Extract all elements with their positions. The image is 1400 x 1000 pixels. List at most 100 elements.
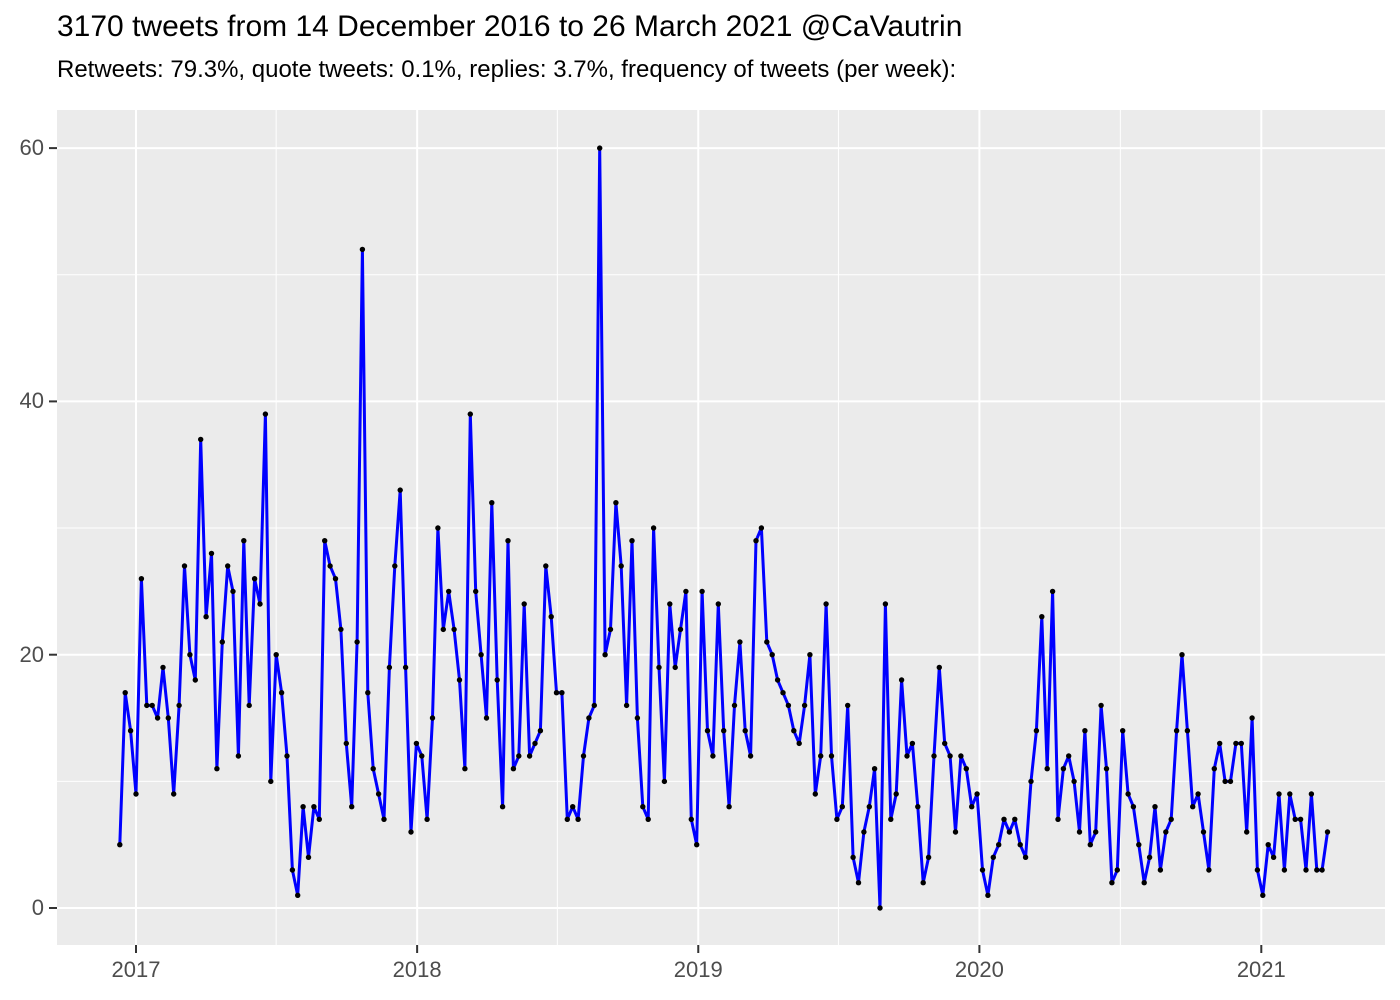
- data-point: [1222, 778, 1228, 785]
- data-point: [1308, 791, 1315, 797]
- data-point: [257, 601, 263, 607]
- data-point: [516, 753, 522, 759]
- data-point: [699, 588, 705, 595]
- data-point: [171, 791, 177, 797]
- data-point: [915, 804, 921, 810]
- data-point: [532, 740, 538, 747]
- data-point: [1200, 829, 1207, 835]
- data-point: [1001, 816, 1007, 822]
- data-point: [1071, 778, 1077, 785]
- data-point: [931, 753, 937, 759]
- data-point: [1076, 829, 1083, 835]
- data-point: [548, 614, 554, 620]
- data-point: [742, 728, 748, 734]
- data-point: [553, 690, 560, 696]
- data-point: [144, 702, 150, 709]
- data-point: [936, 664, 942, 671]
- data-point: [1006, 829, 1013, 835]
- data-point: [456, 677, 463, 683]
- data-point: [694, 842, 700, 848]
- x-axis-tick-2019: 2019: [673, 957, 723, 982]
- data-point: [365, 690, 371, 696]
- data-point: [176, 702, 182, 709]
- data-point: [877, 905, 883, 911]
- y-axis-tick-20: 20: [19, 641, 44, 667]
- data-point: [1039, 614, 1045, 620]
- data-point: [1087, 842, 1094, 848]
- data-point: [823, 601, 829, 607]
- data-point: [165, 715, 171, 721]
- data-point: [1125, 791, 1131, 797]
- data-point: [435, 525, 441, 531]
- data-point: [952, 829, 959, 835]
- data-point: [683, 588, 689, 595]
- data-point: [187, 652, 193, 658]
- data-point: [1082, 728, 1088, 734]
- data-point: [375, 791, 382, 797]
- data-point: [1249, 715, 1255, 721]
- data-point: [138, 576, 145, 582]
- data-point: [753, 538, 759, 544]
- data-point: [1206, 867, 1212, 873]
- data-point: [704, 728, 711, 734]
- data-point: [316, 816, 322, 822]
- data-point: [154, 715, 161, 721]
- data-point: [1260, 892, 1266, 898]
- data-point: [564, 816, 570, 822]
- data-point: [963, 766, 969, 772]
- data-point: [640, 804, 646, 810]
- data-point: [1146, 854, 1153, 860]
- data-point: [1303, 867, 1309, 873]
- data-point: [402, 664, 409, 671]
- data-point: [1195, 791, 1201, 797]
- y-axis-tick-60: 60: [19, 135, 44, 161]
- data-point: [203, 614, 209, 620]
- data-point: [979, 867, 986, 873]
- data-point: [322, 538, 328, 544]
- data-point: [489, 500, 495, 506]
- data-point: [1055, 816, 1061, 822]
- data-point: [499, 804, 506, 810]
- data-point: [149, 702, 155, 709]
- data-point: [586, 715, 592, 721]
- data-point: [268, 778, 274, 785]
- data-point: [618, 563, 624, 569]
- data-point: [866, 804, 872, 810]
- data-point: [796, 740, 802, 747]
- data-point: [758, 525, 765, 531]
- data-point: [645, 816, 651, 822]
- data-point: [996, 842, 1002, 848]
- data-point: [1098, 702, 1104, 709]
- data-point: [947, 753, 953, 759]
- data-point: [483, 715, 490, 721]
- data-point: [710, 753, 716, 759]
- data-point: [1141, 880, 1147, 886]
- data-point: [1093, 829, 1099, 835]
- data-point: [871, 766, 878, 772]
- data-point: [278, 690, 285, 696]
- data-point: [990, 854, 996, 860]
- data-point: [920, 880, 926, 886]
- data-point: [311, 804, 317, 810]
- data-point: [338, 626, 344, 633]
- data-point: [1190, 804, 1196, 810]
- data-point: [1287, 791, 1293, 797]
- data-point: [580, 753, 587, 759]
- data-point: [1184, 728, 1191, 734]
- data-point: [1044, 766, 1050, 772]
- data-point: [1173, 728, 1180, 734]
- data-point: [117, 842, 123, 848]
- data-point: [731, 702, 738, 709]
- data-point: [1217, 740, 1223, 747]
- data-point: [602, 652, 608, 658]
- data-point: [1276, 791, 1282, 797]
- data-point: [726, 804, 732, 810]
- data-point: [764, 639, 770, 645]
- data-point: [392, 563, 398, 569]
- data-point: [882, 601, 889, 607]
- data-point: [715, 601, 721, 607]
- x-axis-tick-2020: 2020: [954, 957, 1004, 982]
- data-point: [300, 804, 306, 810]
- data-point: [462, 766, 468, 772]
- data-point: [559, 690, 565, 696]
